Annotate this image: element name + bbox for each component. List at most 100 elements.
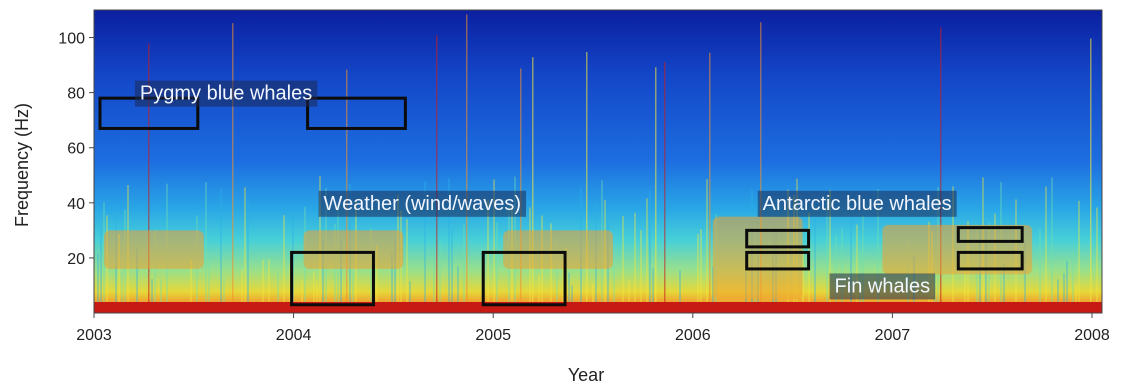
x-tick-label: 2005	[475, 327, 511, 344]
spectrogram-streak	[856, 224, 858, 313]
spectrogram-streak	[352, 270, 354, 313]
spectrogram-streak	[571, 285, 573, 313]
antarctic-blue-whales-box	[956, 226, 1024, 243]
spectrogram-streak	[562, 259, 564, 313]
energy-patch	[712, 216, 803, 300]
spectrogram-streak	[1045, 186, 1047, 313]
x-tick-label: 2006	[675, 327, 711, 344]
weather-box	[481, 250, 567, 307]
y-tick-label: 80	[67, 86, 85, 103]
x-tick-label: 2008	[1074, 327, 1110, 344]
annotation-label: Fin whales	[829, 273, 936, 300]
annotation-label-background	[134, 80, 318, 107]
spectrogram-streak	[829, 190, 831, 313]
x-axis-title: Year	[568, 365, 604, 385]
annotation-label-background	[757, 190, 957, 217]
spectrogram-streak	[652, 268, 654, 313]
annotation-label: Weather (wind/waves)	[318, 190, 527, 217]
antarctic-blue-whales-box	[745, 250, 811, 271]
spectrogram-streak	[664, 62, 666, 313]
y-tick-label: 40	[67, 196, 85, 213]
annotation-text: Fin whales	[835, 275, 931, 297]
spectrogram-streak	[208, 257, 210, 313]
spectrogram-streak	[148, 43, 150, 313]
spectrogram-streak	[1078, 200, 1080, 313]
spectrogram-streak	[613, 260, 615, 313]
spectrogram-streak	[679, 269, 681, 313]
spectrogram-streak	[424, 181, 426, 313]
spectrogram-streak	[802, 249, 804, 313]
spectrogram-streak	[520, 68, 522, 313]
spectrogram-streak	[448, 178, 450, 313]
spectrogram-streak	[406, 219, 408, 313]
spectrogram-streak	[586, 51, 588, 313]
spectrogram-streak	[649, 190, 651, 313]
spectrogram-streak	[205, 181, 207, 313]
energy-patch	[103, 230, 204, 269]
annotation-text: Antarctic blue whales	[763, 193, 952, 215]
spectrogram-streak	[496, 222, 498, 313]
annotation-labels: Pygmy blue whales Weather (wind/waves) Ant…	[134, 80, 957, 300]
annotation-label-background	[318, 190, 527, 217]
spectrogram-streak	[100, 226, 102, 313]
spectrogram-streak	[121, 271, 123, 313]
spectrogram-streak	[556, 237, 558, 313]
spectrogram-hotspots	[103, 216, 1033, 300]
spectrogram-streak	[1063, 273, 1065, 313]
spectrogram-streak	[1090, 38, 1092, 313]
spectrogram-streak	[316, 281, 318, 313]
spectrogram-streak	[493, 179, 495, 313]
spectrogram-streak	[877, 189, 879, 313]
spectrogram-streak	[487, 199, 489, 313]
spectrogram-streak	[457, 266, 459, 313]
spectrogram-streak	[433, 258, 435, 313]
spectrogram-streak	[1039, 229, 1041, 313]
y-tick-label: 100	[58, 31, 85, 48]
spectrogram-streak	[646, 198, 648, 313]
spectrogram-streak	[640, 230, 642, 313]
spectrogram-streak	[160, 279, 162, 313]
spectrogram-streak	[313, 271, 315, 313]
spectrogram-streak	[1051, 177, 1053, 313]
x-tick-label: 2007	[875, 327, 911, 344]
spectrogram-streak	[940, 27, 942, 313]
spectrogram-streak	[622, 216, 624, 313]
spectrogram-streak	[409, 281, 411, 313]
spectrogram-streak	[322, 239, 324, 313]
spectrogram-streak	[277, 272, 279, 313]
energy-patch	[503, 230, 613, 269]
spectrogram-streak	[283, 215, 285, 313]
spectrogram-streak	[301, 279, 303, 313]
spectrogram-streak	[340, 238, 342, 313]
spectrogram-streak	[592, 283, 594, 313]
annotation-text: Weather (wind/waves)	[324, 193, 521, 215]
spectrogram-streak	[697, 233, 699, 313]
spectrogram-streak	[709, 52, 711, 313]
spectrogram-streak	[1057, 279, 1059, 313]
spectrogram-streak	[370, 227, 372, 313]
spectrogram-streak	[391, 253, 393, 313]
spectrogram-streak	[862, 215, 864, 313]
spectrogram-streak	[244, 187, 246, 313]
spectrogram-streak	[841, 228, 843, 313]
spectrogram-streak	[154, 229, 156, 313]
energy-patch	[303, 230, 404, 269]
spectrogram-streak	[136, 248, 138, 313]
spectrogram-streak	[634, 212, 636, 313]
spectrogram-streak	[241, 270, 243, 313]
spectrogram-streak	[436, 35, 438, 313]
x-tick-label: 2004	[276, 327, 312, 344]
antarctic-blue-whales-box	[745, 228, 811, 249]
spectrogram-streak	[532, 57, 534, 313]
antarctic-blue-whales-box	[956, 250, 1024, 271]
spectrogram-streak	[466, 14, 468, 313]
spectrogram-streak	[628, 279, 630, 313]
spectrogram-streak	[463, 224, 465, 313]
spectrogram-streak	[1072, 251, 1074, 313]
spectrogram-streak	[247, 201, 249, 313]
annotation-text: Pygmy blue whales	[140, 83, 312, 105]
spectrogram-streak	[97, 253, 99, 313]
spectrogram-streak	[1066, 261, 1068, 313]
spectrogram-streak	[1024, 238, 1026, 313]
